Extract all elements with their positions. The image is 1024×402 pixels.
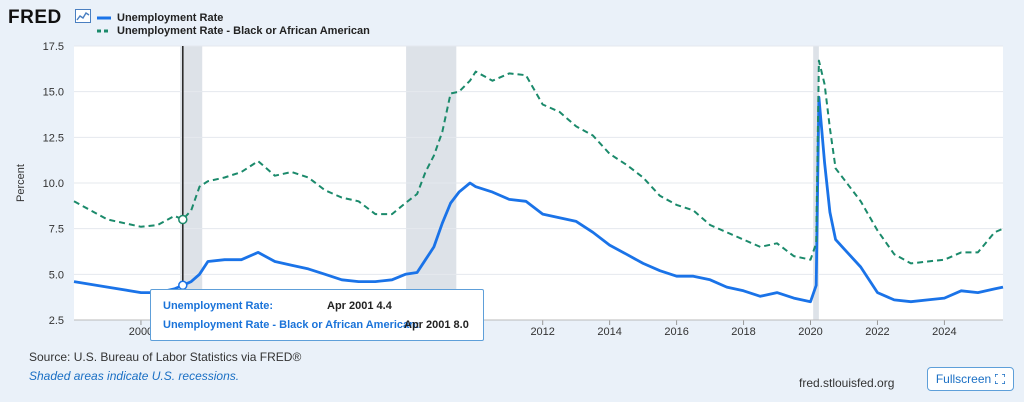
legend-label: Unemployment Rate: [117, 11, 224, 24]
tooltip-value-2: Apr 2001 8.0: [404, 319, 469, 331]
y-axis-label: Percent: [15, 164, 27, 202]
legend-swatch-solid: [97, 16, 111, 19]
fullscreen-button[interactable]: Fullscreen: [927, 367, 1014, 391]
y-tick-label: 7.5: [49, 224, 64, 236]
chart-legend: Unemployment Rate Unemployment Rate - Bl…: [97, 11, 370, 37]
fred-logo[interactable]: FRED: [8, 7, 62, 28]
site-link[interactable]: fred.stlouisfed.org: [799, 376, 895, 390]
recession-note[interactable]: Shaded areas indicate U.S. recessions.: [29, 369, 240, 383]
y-tick-label: 12.5: [43, 132, 64, 144]
y-tick-label: 10.0: [43, 178, 64, 190]
x-tick-label: 2022: [865, 326, 889, 338]
x-tick-label: 2000: [129, 326, 153, 338]
y-tick-label: 17.5: [43, 41, 64, 53]
legend-item-unemployment-rate[interactable]: Unemployment Rate: [97, 11, 370, 24]
x-tick-label: 2020: [798, 326, 822, 338]
hover-marker: [178, 214, 188, 225]
line-chart-icon: [75, 9, 91, 23]
x-tick-label: 2012: [530, 326, 554, 338]
tooltip-label-2: Unemployment Rate - Black or African Ame…: [163, 319, 420, 331]
fullscreen-label: Fullscreen: [935, 372, 992, 386]
y-tick-label: 15.0: [43, 87, 64, 99]
legend-swatch-dashed: [97, 29, 111, 32]
series-line-unemployment-rate: [73, 95, 1004, 304]
expand-icon: [995, 374, 1006, 384]
y-tick-label: 5.0: [49, 269, 64, 281]
tooltip-label-1: Unemployment Rate:: [163, 300, 274, 312]
tooltip-value-1: Apr 2001 4.4: [327, 300, 392, 312]
x-tick-label: 2018: [731, 326, 755, 338]
y-tick-label: 2.5: [49, 315, 64, 327]
x-tick-label: 2024: [932, 326, 956, 338]
legend-label: Unemployment Rate - Black or African Ame…: [117, 24, 370, 37]
x-tick-label: 2016: [664, 326, 688, 338]
legend-item-black-unemployment-rate[interactable]: Unemployment Rate - Black or African Ame…: [97, 24, 370, 37]
source-text: Source: U.S. Bureau of Labor Statistics …: [29, 350, 302, 364]
line-chart[interactable]: 2.5 5.0 7.5 10.0 12.5 15.0 17.5 2000 2012 2014 20…: [0, 0, 1024, 345]
x-tick-label: 2014: [597, 326, 621, 338]
data-tooltip: Unemployment Rate: Apr 2001 4.4 Unemploy…: [150, 289, 484, 341]
series-line-black-unemployment-rate: [73, 59, 1004, 265]
